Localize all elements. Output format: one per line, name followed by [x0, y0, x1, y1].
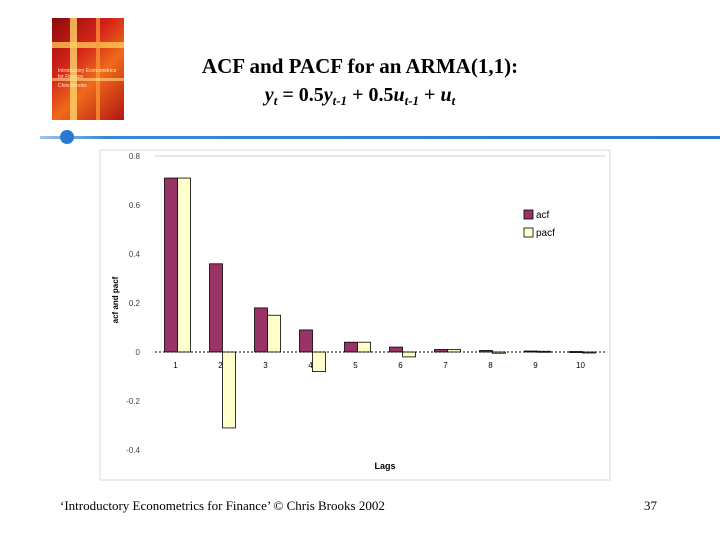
bar-pacf-lag-1: [177, 177, 191, 353]
divider-dot: [60, 130, 74, 144]
x-tick-label: 9: [533, 361, 538, 370]
bar-acf-lag-2: [209, 263, 223, 353]
x-tick-label: 6: [398, 361, 403, 370]
y-tick-label: 0.8: [129, 152, 141, 161]
bar-pacf-lag-6: [402, 351, 416, 358]
legend: acf pacf: [523, 209, 555, 239]
bar-acf-lag-6: [389, 346, 403, 353]
legend-label-acf: acf: [536, 210, 550, 221]
x-tick-label: 7: [443, 361, 448, 370]
bar-pacf-lag-7: [447, 349, 461, 353]
bar-acf-lag-3: [254, 307, 268, 353]
book-cover-text: Introductory Econometrics for Finance Ch…: [58, 68, 117, 89]
y-tick-label: -0.2: [126, 397, 140, 406]
footer-citation: ‘Introductory Econometrics for Finance’ …: [60, 498, 385, 513]
y-tick-label: 0.4: [129, 250, 141, 259]
bar-pacf-lag-5: [357, 341, 371, 353]
legend-swatch-acf: [523, 209, 534, 220]
y-tick-label: -0.4: [126, 446, 140, 455]
page-number: 37: [644, 498, 657, 513]
chart-frame: [99, 149, 611, 481]
x-axis-label: Lags: [374, 461, 395, 471]
y-tick-label: 0.2: [129, 299, 141, 308]
bar-acf-lag-4: [299, 329, 313, 353]
slide-title: ACF and PACF for an ARMA(1,1):: [201, 54, 519, 78]
slide-equation: yt = 0.5yt-1 + 0.5ut-1 + ut: [264, 84, 456, 108]
y-tick-labels: -0.4 -0.2 0 0.2 0.4 0.6 0.8: [126, 152, 140, 455]
title-divider: [40, 136, 720, 139]
y-tick-label: 0.6: [129, 201, 141, 210]
bar-acf-lag-8: [479, 350, 493, 353]
legend-swatch-pacf: [523, 227, 534, 238]
book-cover-image: Introductory Econometrics for Finance Ch…: [52, 18, 124, 120]
x-tick-label: 3: [263, 361, 268, 370]
x-tick-labels: 1 2 3 4 5 6 7 8 9 10: [173, 361, 585, 370]
x-tick-label: 10: [576, 361, 585, 370]
x-tick-label: 2: [218, 361, 223, 370]
y-axis-label: acf and pacf: [111, 276, 120, 323]
bar-acf-lag-5: [344, 341, 358, 353]
y-tick-label: 0: [136, 348, 141, 357]
legend-label-pacf: pacf: [536, 228, 555, 239]
x-tick-label: 8: [488, 361, 493, 370]
x-tick-label: 1: [173, 361, 178, 370]
bar-pacf-lag-3: [267, 314, 281, 353]
bar-acf-lag-1: [164, 177, 178, 353]
bar-pacf-lag-4: [312, 351, 326, 373]
bar-pacf-lag-2: [222, 351, 236, 429]
x-tick-label: 5: [353, 361, 358, 370]
x-tick-label: 4: [308, 361, 313, 370]
